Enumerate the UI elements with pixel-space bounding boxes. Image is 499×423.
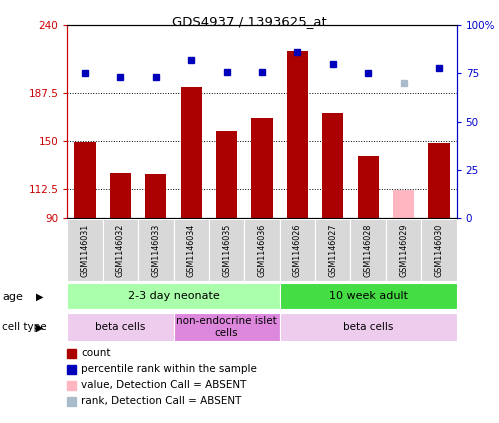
FancyBboxPatch shape: [138, 219, 174, 281]
FancyBboxPatch shape: [279, 219, 315, 281]
FancyBboxPatch shape: [279, 283, 457, 308]
FancyBboxPatch shape: [209, 219, 245, 281]
Bar: [74, 142, 96, 218]
Text: GSM1146032: GSM1146032: [116, 223, 125, 277]
FancyBboxPatch shape: [386, 219, 421, 281]
FancyBboxPatch shape: [279, 313, 457, 341]
Text: 10 week adult: 10 week adult: [329, 291, 408, 301]
FancyBboxPatch shape: [315, 219, 350, 281]
Text: GSM1146034: GSM1146034: [187, 223, 196, 277]
FancyBboxPatch shape: [103, 219, 138, 281]
Text: age: age: [2, 292, 23, 302]
Bar: [145, 174, 167, 218]
Text: GSM1146027: GSM1146027: [328, 223, 337, 277]
Text: percentile rank within the sample: percentile rank within the sample: [81, 364, 257, 374]
Text: beta cells: beta cells: [95, 322, 146, 332]
Text: cell type: cell type: [2, 322, 47, 332]
Text: GDS4937 / 1393625_at: GDS4937 / 1393625_at: [172, 15, 327, 28]
FancyBboxPatch shape: [350, 219, 386, 281]
Text: value, Detection Call = ABSENT: value, Detection Call = ABSENT: [81, 380, 247, 390]
Bar: [287, 51, 308, 218]
Text: ▶: ▶: [36, 322, 43, 332]
Bar: [181, 87, 202, 218]
Text: GSM1146033: GSM1146033: [151, 223, 160, 277]
Text: GSM1146035: GSM1146035: [222, 223, 231, 277]
Bar: [216, 131, 237, 218]
Text: count: count: [81, 348, 111, 358]
Text: GSM1146031: GSM1146031: [80, 223, 89, 277]
FancyBboxPatch shape: [67, 283, 279, 308]
Bar: [393, 190, 414, 218]
Text: non-endocrine islet
cells: non-endocrine islet cells: [176, 316, 277, 338]
Bar: [357, 156, 379, 218]
Text: 2-3 day neonate: 2-3 day neonate: [128, 291, 220, 301]
Bar: [428, 143, 450, 218]
Text: rank, Detection Call = ABSENT: rank, Detection Call = ABSENT: [81, 396, 242, 407]
Text: GSM1146029: GSM1146029: [399, 223, 408, 277]
Bar: [110, 173, 131, 218]
Text: beta cells: beta cells: [343, 322, 393, 332]
Text: ▶: ▶: [36, 292, 43, 302]
Text: GSM1146036: GSM1146036: [257, 223, 266, 277]
FancyBboxPatch shape: [67, 219, 103, 281]
FancyBboxPatch shape: [174, 219, 209, 281]
Text: GSM1146026: GSM1146026: [293, 223, 302, 277]
FancyBboxPatch shape: [67, 313, 174, 341]
FancyBboxPatch shape: [245, 219, 279, 281]
FancyBboxPatch shape: [421, 219, 457, 281]
Bar: [322, 113, 343, 218]
Bar: [251, 118, 272, 218]
Text: GSM1146028: GSM1146028: [364, 223, 373, 277]
Text: GSM1146030: GSM1146030: [435, 223, 444, 277]
FancyBboxPatch shape: [174, 313, 279, 341]
